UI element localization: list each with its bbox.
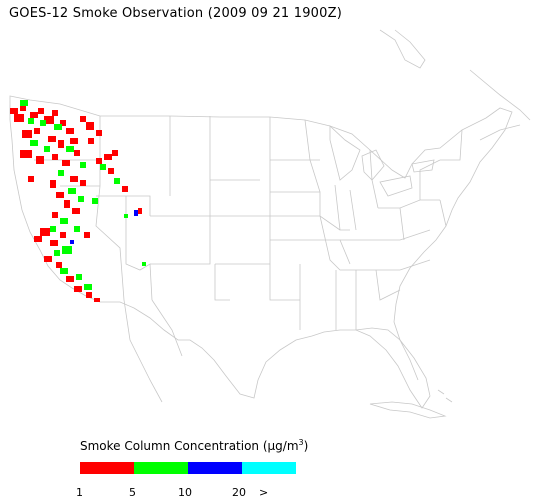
smoke-moderate-cells	[20, 100, 146, 290]
smoke-heavy-cells	[70, 210, 138, 244]
legend-color-bar	[80, 462, 296, 474]
map-title: GOES-12 Smoke Observation (2009 09 21 19…	[9, 6, 342, 21]
legend-swatch-5	[134, 462, 188, 474]
cuba	[369, 401, 447, 419]
state-boundaries	[9, 29, 531, 419]
legend-title: Smoke Column Concentration (μg/m3)	[80, 438, 309, 453]
legend-swatch-20	[242, 462, 296, 474]
us-smoke-map	[9, 29, 531, 419]
legend-swatch-10	[188, 462, 242, 474]
legend-tick-5: 5	[129, 486, 136, 499]
us-outline	[9, 95, 513, 409]
great-lakes	[329, 125, 361, 181]
legend-tick-20: 20	[232, 486, 246, 499]
florida	[355, 327, 419, 381]
smoke-light-cells	[10, 106, 142, 302]
legend-tick-1: 1	[76, 486, 83, 499]
legend-tick-10: 10	[178, 486, 192, 499]
legend-swatch-1	[80, 462, 134, 474]
smoke-observations	[10, 100, 146, 302]
legend-tick-overflow: >	[259, 486, 269, 499]
